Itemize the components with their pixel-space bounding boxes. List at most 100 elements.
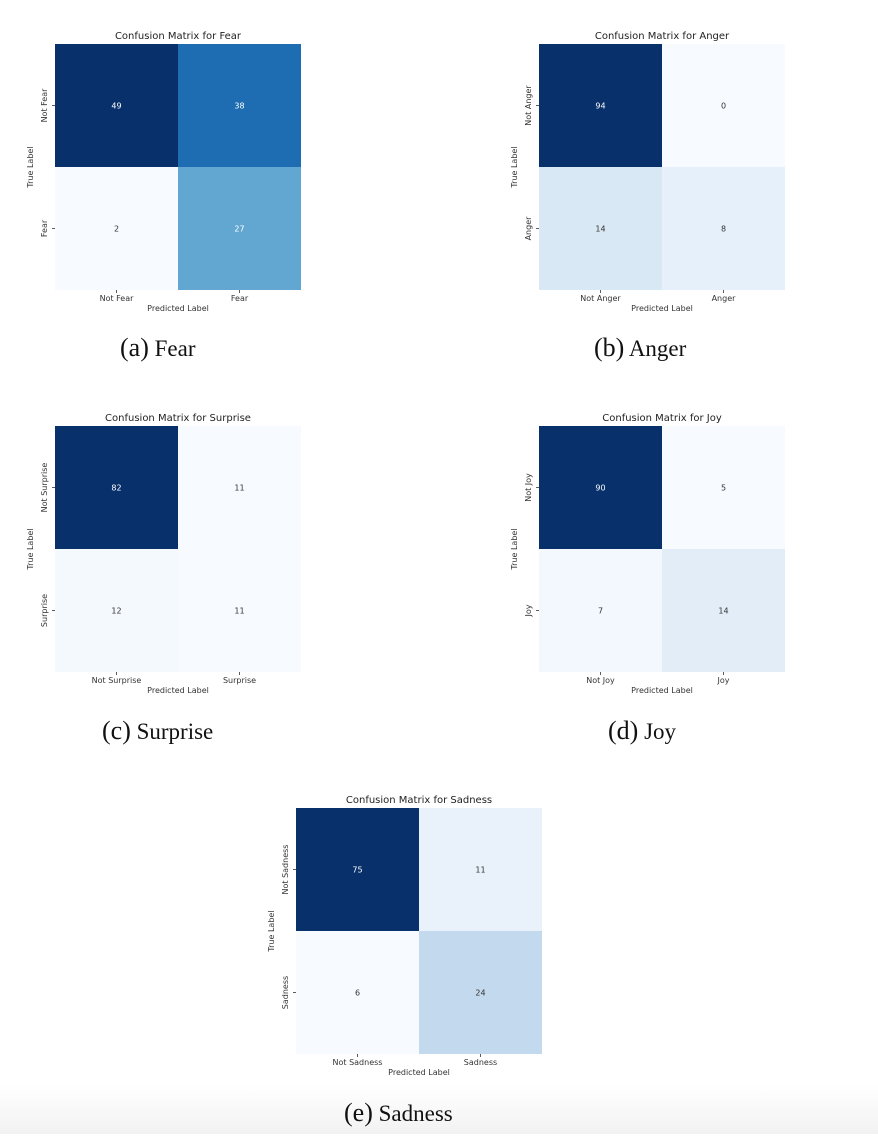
heatmap-cell [662, 426, 785, 549]
caption-label: (e) [344, 1098, 373, 1127]
x-axis-label: Predicted Label [147, 686, 209, 695]
x-tick-label: Not Anger [580, 294, 621, 303]
y-axis-label: True Label [26, 528, 35, 570]
cell-value-label: 27 [234, 225, 244, 234]
x-tick-label: Not Fear [100, 294, 135, 303]
x-tick-label: Surprise [223, 676, 256, 685]
caption-surprise: (c) Surprise [102, 716, 213, 746]
x-axis-label: Predicted Label [631, 686, 693, 695]
cell-value-label: 2 [114, 225, 119, 234]
chart-title: Confusion Matrix for Joy [602, 413, 722, 424]
chart-title: Confusion Matrix for Anger [595, 31, 730, 42]
heatmap-cell [662, 44, 785, 167]
chart-title: Confusion Matrix for Fear [115, 31, 242, 42]
cell-value-label: 82 [111, 484, 121, 493]
cell-value-label: 94 [595, 102, 605, 111]
caption-label: (c) [102, 716, 131, 745]
heatmap-cell [178, 44, 301, 167]
caption-anger: (b) Anger [594, 333, 686, 363]
page-bottom-shade [0, 1085, 878, 1134]
chart-title: Confusion Matrix for Surprise [105, 413, 251, 424]
cell-value-label: 0 [721, 102, 726, 111]
y-tick-label: Fear [40, 219, 49, 237]
cell-value-label: 24 [475, 989, 485, 998]
caption-text: Joy [644, 719, 677, 744]
x-tick-label: Anger [712, 294, 737, 303]
y-tick-label: Not Anger [524, 85, 533, 126]
heatmap-cell [178, 426, 301, 549]
heatmap-cell [55, 549, 178, 672]
cell-value-label: 8 [721, 225, 726, 234]
heatmap-cell [662, 167, 785, 290]
cell-value-label: 11 [475, 866, 485, 875]
x-tick-label: Not Surprise [92, 676, 142, 685]
y-tick-label: Sadness [281, 976, 290, 1009]
y-tick-label: Joy [524, 604, 533, 617]
caption-text: Surprise [136, 719, 214, 744]
cell-value-label: 49 [111, 102, 121, 111]
cell-value-label: 5 [721, 484, 726, 493]
caption-text: Sadness [378, 1101, 453, 1126]
x-tick-label: Not Sadness [333, 1058, 383, 1067]
heatmap-cell [539, 426, 662, 549]
cell-value-label: 75 [352, 866, 362, 875]
y-tick-label: Anger [524, 216, 533, 241]
heatmap-cell [178, 549, 301, 672]
caption-label: (b) [594, 333, 625, 362]
heatmap-cell [296, 808, 419, 931]
cell-value-label: 12 [111, 607, 121, 616]
cell-value-label: 11 [234, 484, 244, 493]
heatmap-cell [55, 44, 178, 167]
x-axis-label: Predicted Label [388, 1068, 450, 1077]
heatmap-cell [539, 44, 662, 167]
cell-value-label: 90 [595, 484, 605, 493]
heatmap-cell [55, 426, 178, 549]
x-tick-label: Joy [717, 676, 730, 685]
y-tick-label: Not Joy [524, 473, 533, 502]
y-axis-label: True Label [510, 528, 519, 570]
y-tick-label: Not Fear [40, 88, 49, 123]
cell-value-label: 11 [234, 607, 244, 616]
x-tick-label: Fear [231, 294, 249, 303]
heatmap-cell [419, 808, 542, 931]
x-axis-label: Predicted Label [631, 304, 693, 313]
x-axis-label: Predicted Label [147, 304, 209, 313]
heatmap-cell [419, 931, 542, 1054]
y-tick-label: Not Surprise [40, 463, 49, 513]
x-tick-label: Not Joy [586, 676, 615, 685]
caption-label: (a) [120, 333, 149, 362]
y-axis-label: True Label [267, 910, 276, 952]
cell-value-label: 6 [355, 989, 360, 998]
cell-value-label: 14 [718, 607, 728, 616]
cell-value-label: 38 [234, 102, 244, 111]
x-tick-label: Sadness [464, 1058, 497, 1067]
heatmap-cell [662, 549, 785, 672]
caption-fear: (a) Fear [120, 333, 195, 363]
cell-value-label: 7 [598, 607, 603, 616]
caption-joy: (d) Joy [608, 716, 676, 746]
heatmap-cell [55, 167, 178, 290]
y-tick-label: Not Sadness [281, 845, 290, 895]
caption-sadness: (e) Sadness [344, 1098, 453, 1128]
heatmap-cell [539, 167, 662, 290]
y-axis-label: True Label [26, 146, 35, 188]
caption-label: (d) [608, 716, 639, 745]
heatmap-cell [296, 931, 419, 1054]
caption-text: Fear [154, 336, 196, 361]
cell-value-label: 14 [595, 225, 605, 234]
caption-text: Anger [628, 336, 687, 361]
chart-title: Confusion Matrix for Sadness [346, 795, 492, 806]
y-tick-label: Surprise [40, 594, 49, 627]
heatmap-cell [178, 167, 301, 290]
y-axis-label: True Label [510, 146, 519, 188]
